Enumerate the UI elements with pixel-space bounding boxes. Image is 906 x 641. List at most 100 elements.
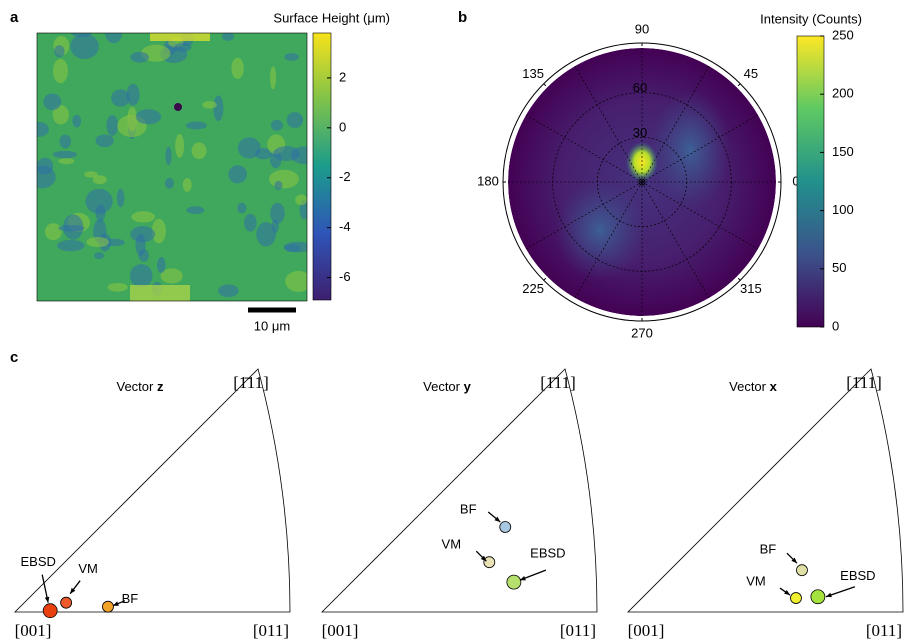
colorbar-label: Intensity (Counts) [760, 11, 862, 26]
ipf-point [796, 565, 807, 576]
panel-label: c [10, 349, 18, 366]
texture [117, 189, 125, 208]
texture [53, 59, 68, 83]
ipf-triangle [15, 369, 290, 612]
texture [237, 203, 246, 213]
r-tick-label: 60 [633, 80, 647, 95]
corner-label: [1̄11] [846, 373, 882, 392]
texture [70, 34, 99, 59]
texture [136, 109, 162, 124]
texture [60, 135, 71, 149]
texture [186, 206, 204, 214]
corner-label: [011] [253, 621, 289, 640]
texture [94, 252, 104, 259]
point-label: EBSD [530, 546, 565, 561]
ipf-point [61, 597, 72, 608]
texture [287, 112, 304, 128]
texture [238, 137, 261, 158]
texture [135, 234, 145, 256]
texture [174, 43, 191, 52]
texture [285, 271, 312, 292]
texture [183, 178, 192, 192]
texture [107, 115, 119, 136]
corner-label: [1̄11] [540, 373, 576, 392]
theta-tick-label: 90 [635, 21, 649, 36]
scale-bar-label: 10 μm [254, 318, 290, 333]
ipf-point [500, 522, 511, 533]
texture [130, 264, 153, 287]
texture [270, 203, 285, 224]
colorbar-tick-label: 2 [339, 69, 346, 84]
texture [228, 165, 247, 183]
colorbar-label: Surface Height (μm) [273, 10, 390, 25]
arrow-head [826, 593, 832, 597]
texture [270, 66, 276, 89]
ipf-title: Vector x [729, 379, 777, 394]
colorbar [313, 33, 331, 300]
point-label: VM [78, 561, 98, 576]
colorbar-tick-label: -4 [339, 219, 351, 234]
texture [43, 93, 61, 110]
texture [295, 194, 307, 205]
corner-label: [011] [560, 621, 596, 640]
theta-tick-label: 180 [477, 173, 499, 188]
ipf-title: Vector z [117, 379, 164, 394]
texture [58, 158, 74, 164]
r-tick-label: 30 [633, 125, 647, 140]
colorbar-tick-label: 0 [832, 318, 839, 333]
ipf-vector: z [157, 379, 164, 394]
theta-tick-label: 45 [744, 66, 758, 81]
texture [131, 211, 155, 222]
texture [84, 171, 98, 177]
texture [85, 189, 112, 214]
texture [274, 181, 282, 190]
texture [273, 146, 300, 161]
figure: a b c -6-4-202Surface Height (μm)10 μm30… [0, 0, 906, 641]
texture [256, 222, 276, 246]
ipf-title-text: Vector [423, 379, 461, 394]
texture [130, 52, 148, 63]
texture [222, 32, 234, 40]
texture [175, 134, 184, 158]
theta-tick-label: 135 [522, 66, 544, 81]
ipf-point [811, 590, 825, 604]
texture [165, 178, 174, 189]
texture [130, 285, 190, 301]
texture [218, 284, 239, 297]
ipf-title-text: Vector [117, 379, 155, 394]
texture [53, 151, 77, 158]
colorbar-tick-label: 150 [832, 144, 854, 159]
texture [213, 95, 223, 121]
theta-tick-label: 315 [740, 281, 762, 296]
texture [86, 237, 109, 247]
ipf-triangle [322, 369, 597, 612]
colorbar [797, 36, 824, 327]
texture [202, 101, 217, 109]
height-map [29, 23, 318, 301]
texture [271, 120, 283, 131]
texture [45, 223, 62, 240]
texture [284, 242, 312, 253]
texture [63, 214, 83, 239]
point-label: VM [746, 573, 766, 588]
point-label: EBSD [840, 568, 875, 583]
pit [174, 103, 182, 111]
corner-label: [001] [15, 621, 52, 640]
colorbar-tick-label: -6 [339, 269, 351, 284]
texture [186, 122, 207, 130]
texture [192, 142, 207, 159]
colorbar-tick-label: 0 [339, 119, 346, 134]
colorbar-tick-label: 50 [832, 260, 846, 275]
corner-label: [001] [322, 621, 359, 640]
corner-label: [1̄11] [233, 373, 269, 392]
texture [157, 257, 166, 273]
point-label: BF [122, 591, 139, 606]
texture [96, 134, 114, 147]
ipf-title-text: Vector [729, 379, 767, 394]
texture [231, 58, 243, 79]
ipf-point [102, 601, 113, 612]
panel-label: a [10, 9, 19, 26]
colorbar-tick-label: 100 [832, 202, 854, 217]
colorbar-tick-label: 200 [832, 86, 854, 101]
texture [244, 214, 257, 232]
